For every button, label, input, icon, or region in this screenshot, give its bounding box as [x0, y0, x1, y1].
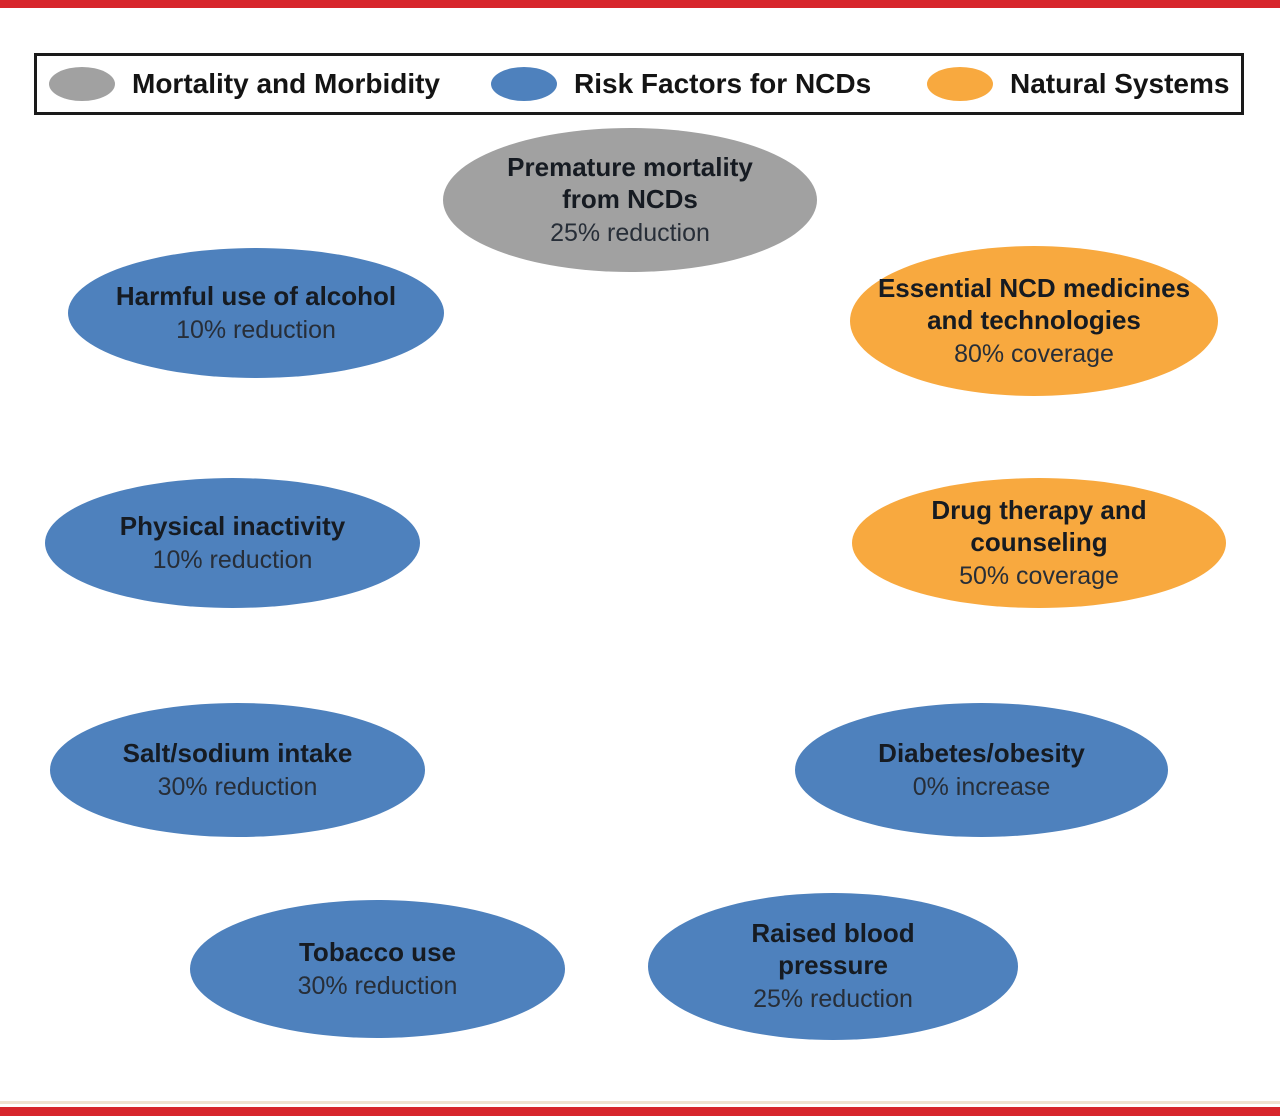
bottom-red-bar: [0, 1107, 1280, 1116]
node-essential-medicines-value: 80% coverage: [954, 339, 1114, 368]
node-physical-inactivity-title: Physical inactivity: [119, 510, 346, 541]
top-red-bar: [0, 0, 1280, 8]
legend-item-risk-factors: Risk Factors for NCDs: [491, 56, 871, 112]
node-raised-blood-pressure-value: 25% reduction: [753, 985, 913, 1014]
node-salt-sodium: Salt/sodium intake 30% reduction: [50, 703, 425, 837]
node-physical-inactivity: Physical inactivity 10% reduction: [45, 478, 420, 608]
node-premature-mortality-value: 25% reduction: [550, 218, 710, 247]
legend-item-mortality: Mortality and Morbidity: [49, 56, 440, 112]
legend-item-natural-systems: Natural Systems: [927, 56, 1229, 112]
node-essential-medicines: Essential NCD medicines and technologies…: [850, 246, 1218, 396]
node-tobacco-use-title: Tobacco use: [298, 936, 456, 967]
node-harmful-alcohol-title: Harmful use of alcohol: [115, 280, 397, 311]
legend-swatch-risk-factors-ellipse: [491, 67, 557, 101]
node-raised-blood-pressure-title: Raised blood pressure: [751, 918, 915, 981]
node-diabetes-obesity: Diabetes/obesity 0% increase: [795, 703, 1168, 837]
node-physical-inactivity-value: 10% reduction: [152, 545, 313, 574]
node-harmful-alcohol-value: 10% reduction: [176, 315, 336, 344]
node-tobacco-use-value: 30% reduction: [297, 971, 458, 1000]
node-essential-medicines-title: Essential NCD medicines and technologies: [877, 272, 1191, 335]
node-harmful-alcohol: Harmful use of alcohol 10% reduction: [68, 248, 444, 378]
node-tobacco-use: Tobacco use 30% reduction: [190, 900, 565, 1038]
node-diabetes-obesity-value: 0% increase: [912, 772, 1051, 801]
node-salt-sodium-title: Salt/sodium intake: [122, 737, 353, 768]
node-drug-therapy-value: 50% coverage: [959, 561, 1119, 590]
node-raised-blood-pressure: Raised blood pressure 25% reduction: [648, 893, 1018, 1040]
bottom-accent-line: [0, 1101, 1280, 1104]
node-premature-mortality-title: Premature mortality from NCDs: [507, 151, 753, 214]
legend-swatch-mortality-ellipse: [49, 67, 115, 101]
legend-swatch-natural-systems-ellipse: [927, 67, 993, 101]
legend-label-mortality: Mortality and Morbidity: [132, 68, 440, 99]
legend: Mortality and Morbidity Risk Factors for…: [34, 53, 1244, 115]
legend-label-risk-factors: Risk Factors for NCDs: [574, 68, 872, 99]
node-premature-mortality: Premature mortality from NCDs 25% reduct…: [443, 128, 817, 272]
node-drug-therapy: Drug therapy and counseling 50% coverage: [852, 478, 1226, 608]
node-drug-therapy-title: Drug therapy and counseling: [931, 494, 1147, 557]
node-diabetes-obesity-title: Diabetes/obesity: [878, 737, 1085, 768]
legend-label-natural-systems: Natural Systems: [1010, 68, 1230, 99]
node-salt-sodium-value: 30% reduction: [157, 772, 318, 801]
